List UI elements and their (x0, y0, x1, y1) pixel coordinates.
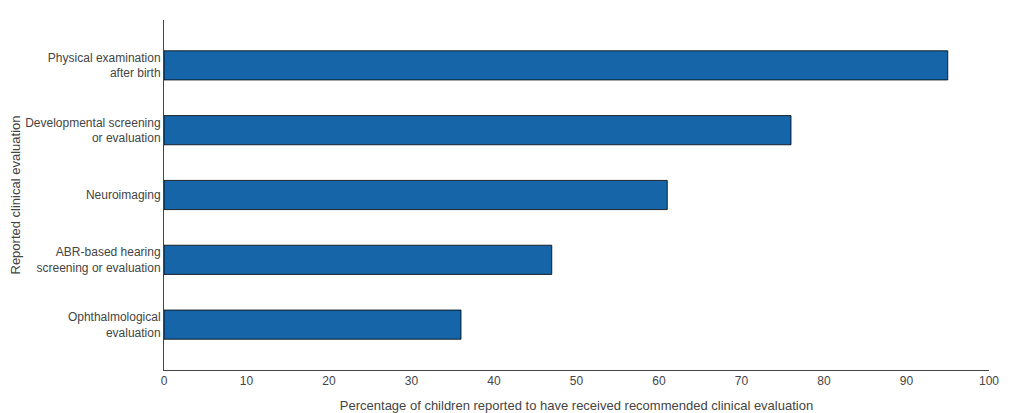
svg-text:Neuroimaging: Neuroimaging (86, 188, 161, 202)
svg-text:80: 80 (817, 374, 831, 388)
svg-text:Reported clinical evaluation: Reported clinical evaluation (8, 116, 23, 275)
svg-text:70: 70 (735, 374, 749, 388)
svg-text:30: 30 (405, 374, 419, 388)
svg-text:90: 90 (900, 374, 914, 388)
svg-text:20: 20 (322, 374, 336, 388)
svg-text:100: 100 (979, 374, 999, 388)
svg-text:10: 10 (240, 374, 254, 388)
svg-text:50: 50 (570, 374, 584, 388)
svg-text:40: 40 (487, 374, 501, 388)
svg-text:60: 60 (652, 374, 666, 388)
svg-text:Developmental screeningor eval: Developmental screeningor evaluation (25, 116, 160, 146)
svg-text:Percentage of children reporte: Percentage of children reported to have … (340, 398, 813, 413)
svg-text:ABR-based hearingscreening or: ABR-based hearingscreening or evaluation (37, 245, 161, 275)
svg-text:Ophthalmologicalevaluation: Ophthalmologicalevaluation (68, 310, 161, 340)
svg-text:0: 0 (161, 374, 168, 388)
svg-text:Physical examinationafter birt: Physical examinationafter birth (48, 51, 161, 81)
